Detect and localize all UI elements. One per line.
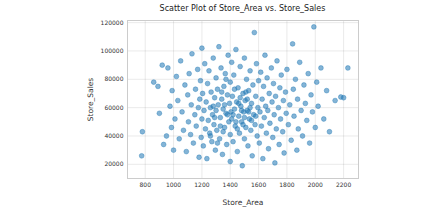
svg-text:60000: 60000 [104,104,123,111]
svg-text:40000: 40000 [104,132,123,139]
svg-text:2000: 2000 [308,181,323,188]
svg-text:1000: 1000 [166,181,181,188]
svg-text:Store_Sales: Store_Sales [86,78,95,122]
svg-text:120000: 120000 [101,19,124,26]
svg-text:100000: 100000 [101,47,124,54]
svg-text:2200: 2200 [336,181,351,188]
svg-text:1200: 1200 [194,181,209,188]
svg-text:80000: 80000 [104,75,123,82]
html-text:Scatter Plot of Store_Area vs.: Scatter Plot of Store_Area vs. Store_Sal… [159,4,326,13]
svg-text:800: 800 [139,181,151,188]
svg-text:20000: 20000 [104,160,123,167]
svg-text:1800: 1800 [279,181,294,188]
svg-text:1600: 1600 [251,181,266,188]
svg-text:Store_Area: Store_Area [223,198,264,207]
svg-text:1400: 1400 [223,181,238,188]
